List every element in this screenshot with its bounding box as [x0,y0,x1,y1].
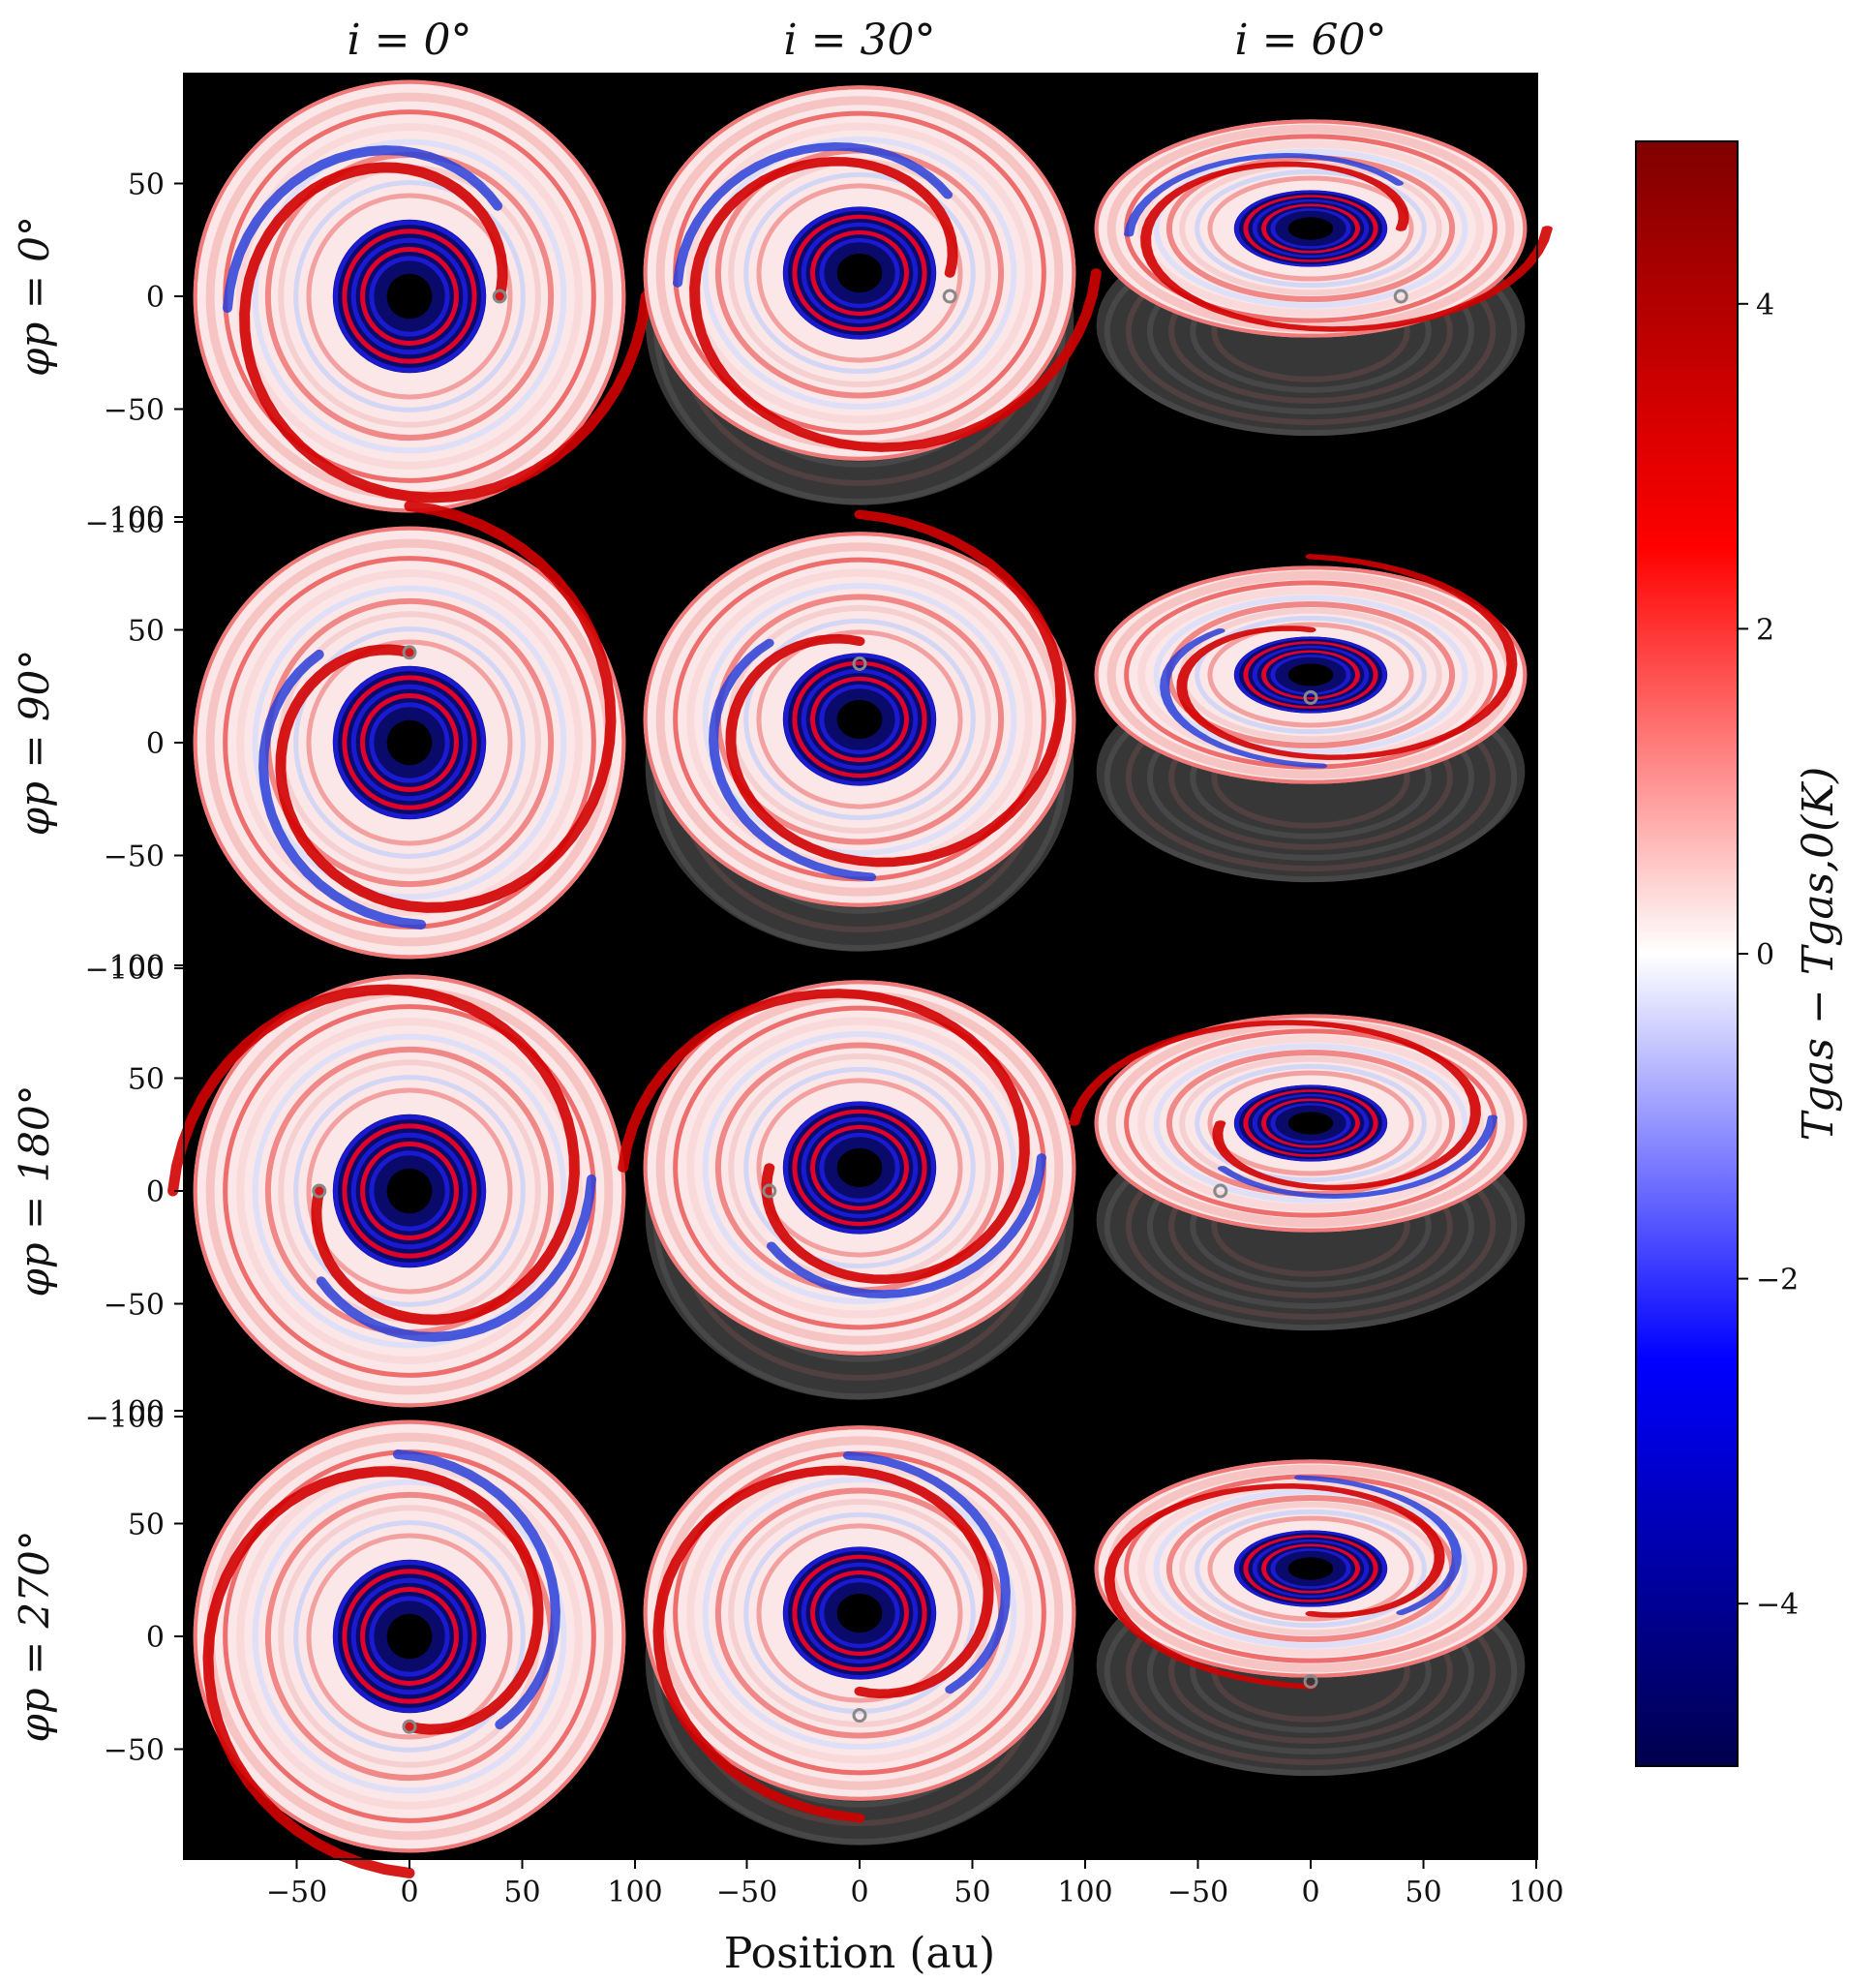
y-tick-label: −50 [104,1289,165,1323]
x-tick-label: 0 [850,1876,868,1909]
colorbar [1635,140,1739,1767]
planet-marker [942,289,957,304]
x-tick-label: 50 [953,1876,990,1909]
x-tick-label: 100 [1057,1876,1112,1909]
y-tick-label: 0 [146,281,165,315]
disk-panel [193,1419,626,1878]
colorbar-tick-label: 2 [1756,613,1774,647]
planet-marker [402,1719,417,1734]
y-tick-label: 50 [128,1063,165,1097]
disk-panel [1094,1459,1528,1690]
disk-panel [167,974,626,1408]
row-label-0: φp = 0° [11,216,58,377]
disk-panel [193,501,626,960]
x-tick-label: −50 [716,1876,777,1909]
colorbar-label: Tgas − Tgas,0(K) [1794,767,1843,1142]
y-tick-label: −100 [85,1401,165,1435]
y-tick-label: −100 [85,953,165,987]
y-tick-label: −50 [104,840,165,874]
x-tick-label: 0 [1301,1876,1319,1909]
disk-panel [643,85,1102,461]
x-tick-label: 0 [400,1876,418,1909]
y-tick-label: −50 [104,394,165,428]
y-tick-label: 50 [128,615,165,649]
disk-panel [193,79,651,513]
planet-marker [312,1183,327,1199]
y-axis-ticks: 500−50−100100500−50−100100500−50−1001005… [85,168,184,1768]
x-tick-label: −50 [266,1876,327,1909]
y-tick-label: −50 [104,1734,165,1768]
disk-panels [167,79,1553,1878]
row-label-2: φp = 180° [11,1084,58,1297]
row-label-1: φp = 90° [11,650,58,837]
y-tick-label: 50 [128,1509,165,1542]
disk-panel [1094,554,1528,784]
column-header-2: i = 60° [1235,15,1387,65]
x-tick-label: 100 [607,1876,662,1909]
y-tick-label: 0 [146,1175,165,1209]
y-tick-label: 100 [109,502,165,535]
planet-markers [312,289,1408,1734]
disk-panel [618,980,1076,1356]
x-tick-label: 50 [1405,1876,1441,1909]
planet-marker [1303,689,1318,705]
row-label-3: φp = 270° [11,1530,58,1742]
column-header-0: i = 0° [348,15,472,65]
y-tick-label: 100 [109,950,165,984]
planet-marker [1213,1183,1228,1199]
disk-panel [643,509,1076,907]
disk-panel [1069,1014,1528,1233]
planet-marker [1393,289,1408,304]
x-axis-label: Position (au) [724,1929,995,1978]
x-axis-ticks: −50 0 50 100 −50 0 50 100 −50 0 50 100 [266,1859,1564,1909]
colorbar-ticks: 4 2 0 −2 −4 [1738,289,1799,1622]
disk-panel [643,1425,1076,1823]
y-tick-label: 0 [146,1621,165,1655]
colorbar-tick-label: 4 [1756,289,1774,322]
colorbar-tick-label: 0 [1756,938,1774,972]
planet-marker [402,645,417,660]
x-tick-label: 50 [503,1876,540,1909]
planet-marker [492,289,507,304]
y-tick-label: 50 [128,168,165,202]
y-tick-label: 100 [109,1395,165,1429]
disk-panel [1094,119,1553,338]
column-header-1: i = 30° [784,15,936,65]
y-tick-label: −100 [85,506,165,540]
planet-marker [852,1708,867,1724]
planet-marker [762,1183,777,1199]
y-tick-label: 0 [146,727,165,761]
x-tick-label: −50 [1167,1876,1228,1909]
planet-marker [1303,1674,1318,1690]
colorbar-tick-label: −4 [1756,1588,1799,1622]
colorbar-tick-label: −2 [1756,1264,1799,1297]
x-tick-label: 100 [1508,1876,1563,1909]
planet-marker [852,656,867,671]
